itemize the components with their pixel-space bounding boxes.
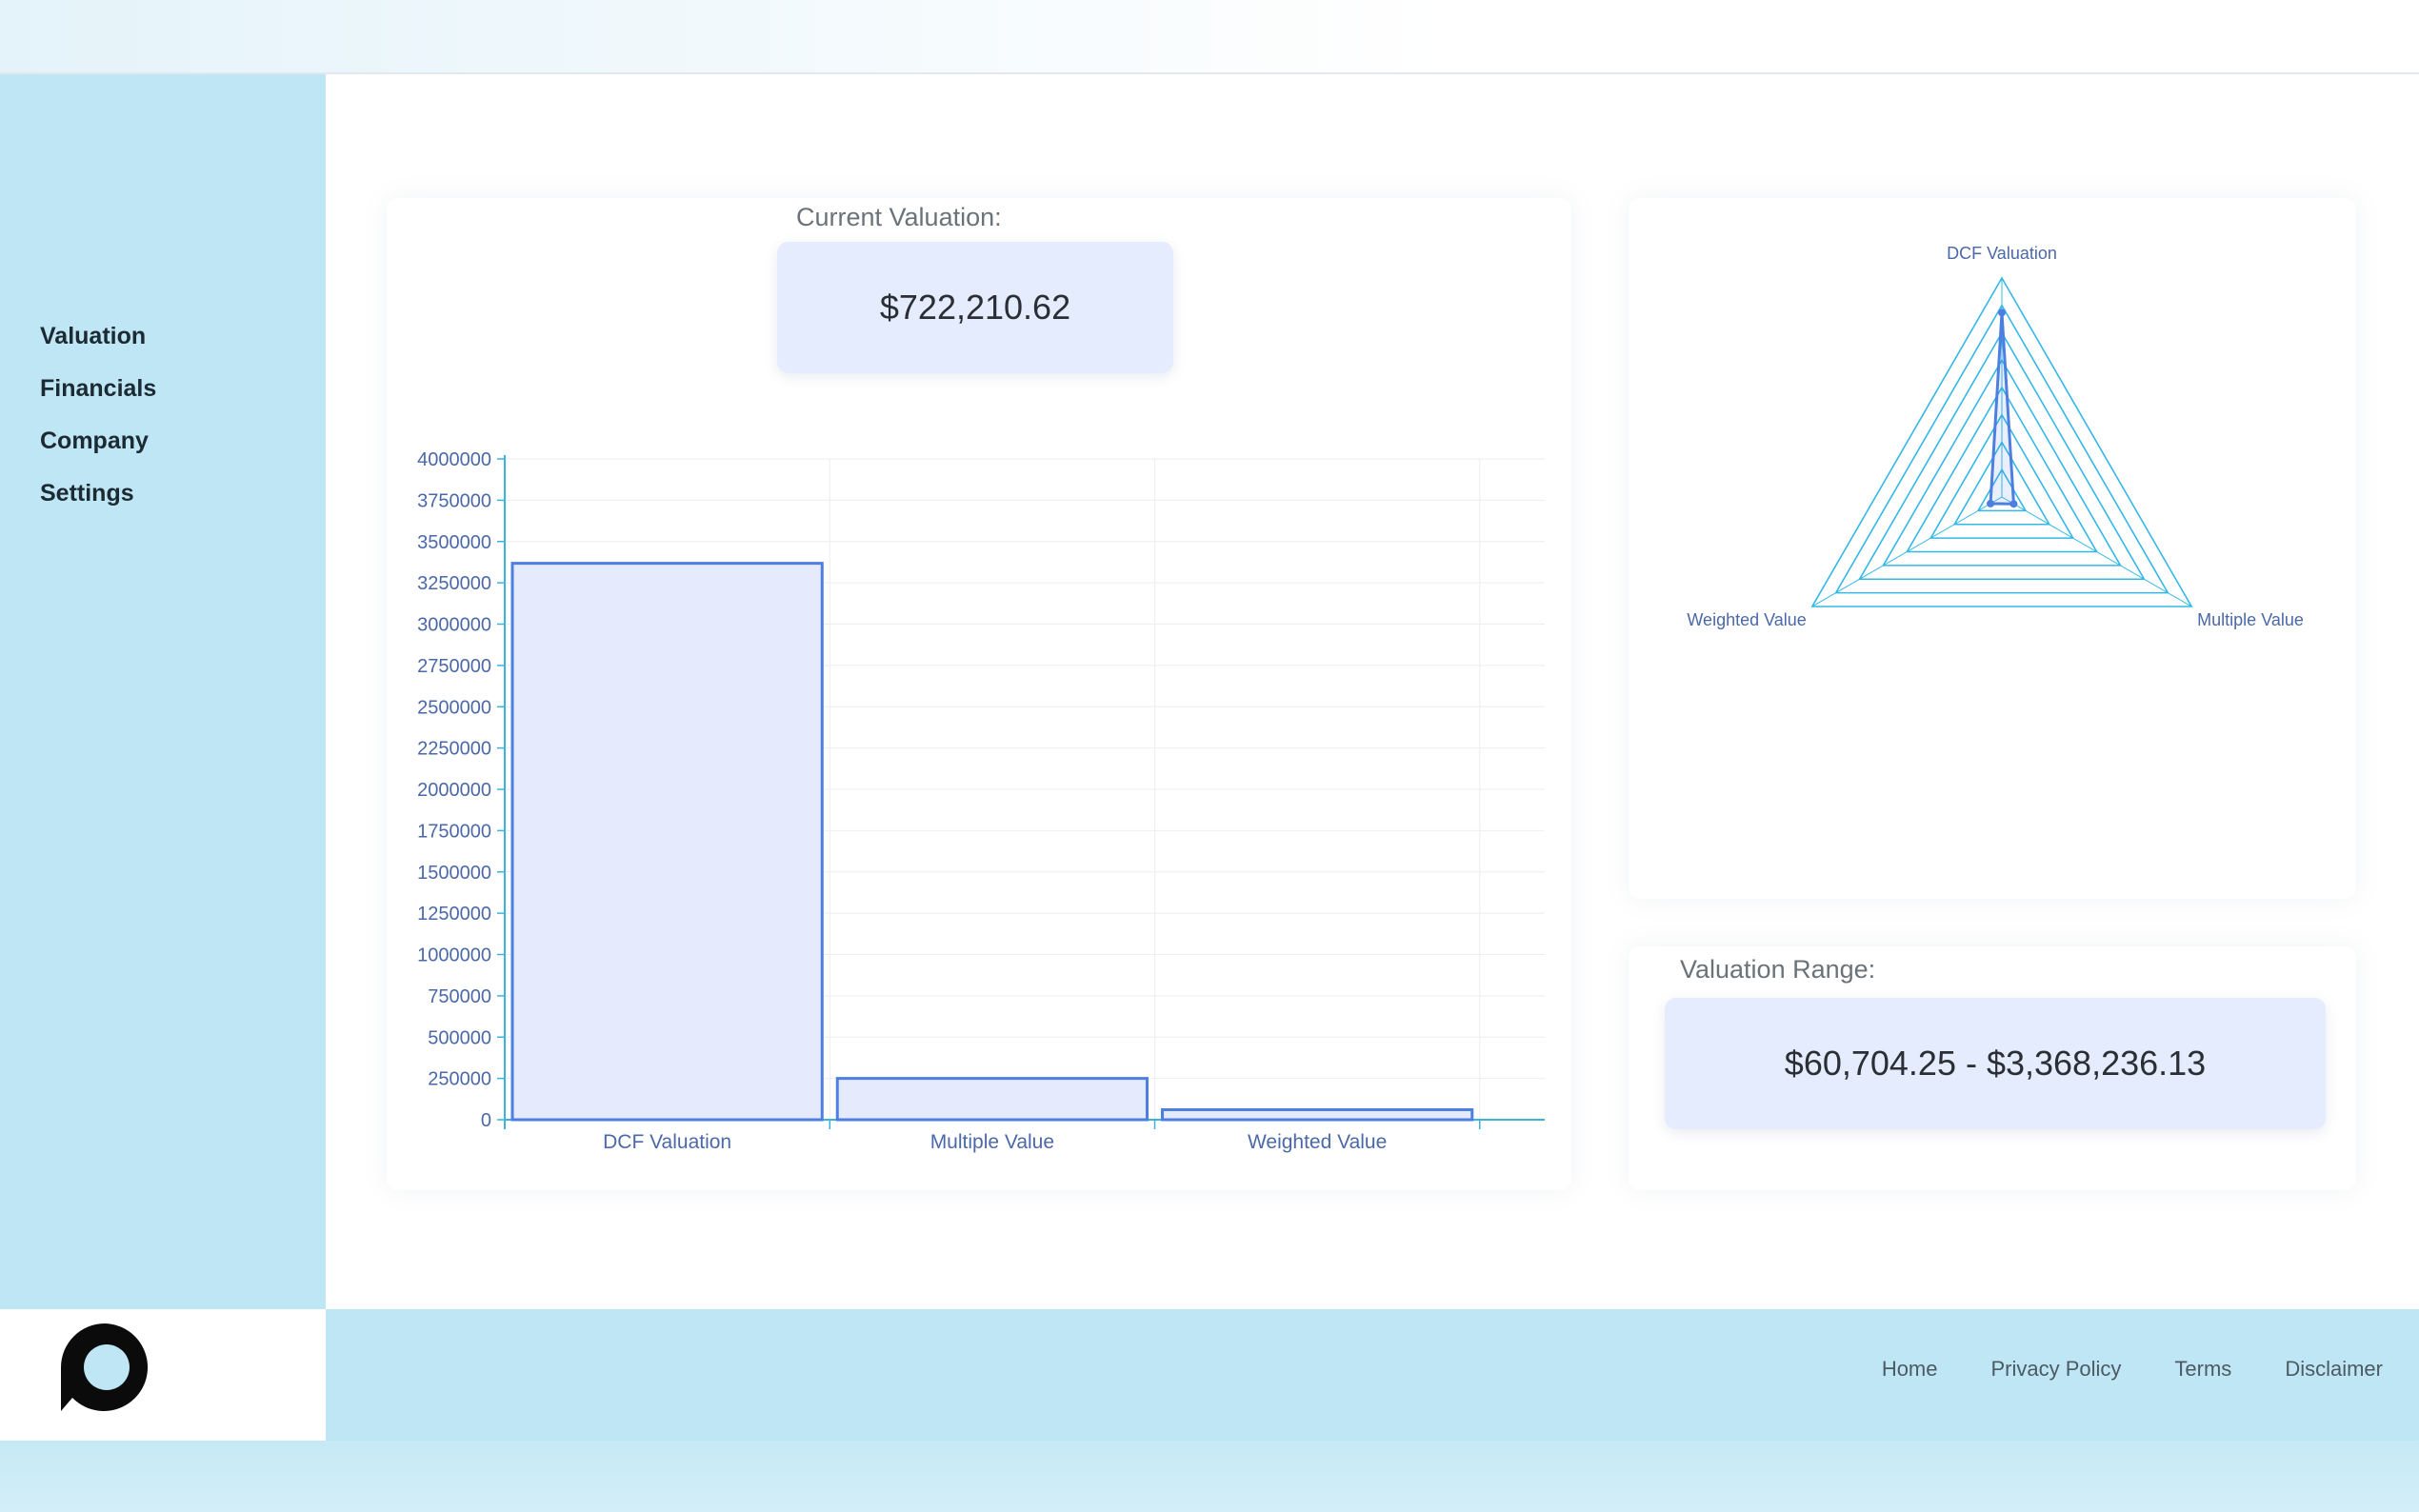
radar-point [2009,500,2018,508]
y-tick-label: 3250000 [417,573,491,594]
valuation-range-value: $60,704.25 - $3,368,236.13 [1665,998,2326,1129]
footer: Home Privacy Policy Terms Disclaimer [326,1309,2419,1441]
x-tick-label: Multiple Value [930,1131,1054,1153]
bar-chart: 0 250000 500000 750000 1000000 1250000 1500000… [417,449,1545,1153]
current-valuation-value: $722,210.62 [777,242,1173,373]
y-tick-label: 750000 [428,986,491,1007]
y-tick-label: 1250000 [417,904,491,925]
radar-spoke [1811,496,2003,607]
y-tick-label: 1500000 [417,863,491,884]
y-tick-label: 2000000 [417,780,491,801]
y-tick-label: 0 [481,1110,491,1131]
radar-spoke [2001,496,2192,607]
y-tick-label: 1000000 [417,945,491,966]
y-tick-label: 2750000 [417,656,491,677]
y-tick-label: 3000000 [417,615,491,636]
footer-links: Home Privacy Policy Terms Disclaimer [1882,1357,2383,1382]
y-tick-label: 250000 [428,1069,491,1090]
valuation-range-label: Valuation Range: [1680,955,1876,984]
radar-axis-label: Multiple Value [2197,610,2304,629]
current-valuation-label: Current Valuation: [796,203,1002,231]
bottom-strip [0,1441,2419,1512]
sidebar-item-valuation[interactable]: Valuation [40,323,147,349]
x-tick-label: Weighted Value [1248,1131,1387,1153]
radar-grid-ring [1834,304,2169,594]
footer-link-disclaimer[interactable]: Disclaimer [2285,1357,2383,1381]
sidebar-item-financials[interactable]: Financials [40,375,157,402]
bar-multiple-value [835,1077,1149,1122]
radar-axis-label: Weighted Value [1687,610,1806,629]
top-bar [0,0,2419,74]
y-tick-label: 500000 [428,1027,491,1048]
bar-weighted-value [1161,1107,1474,1122]
radar-axis-label: DCF Valuation [1947,244,2057,263]
valuation-range-card: Valuation Range: $60,704.25 - $3,368,236… [1629,946,2356,1190]
y-tick-label: 2250000 [417,739,491,760]
chat-bubble-logo-icon[interactable] [59,1322,150,1413]
radar-point [1998,308,2006,317]
radar-grid-ring [1810,276,2193,607]
sidebar-nav: Valuation Financials Company Settings [40,320,156,529]
x-tick-label: DCF Valuation [603,1131,731,1153]
footer-link-home[interactable]: Home [1881,1357,1938,1381]
y-tick-label: 3500000 [417,532,491,553]
radar-grid-ring [1952,440,2051,526]
y-tick-label: 2500000 [417,697,491,718]
y-tick-label: 3750000 [417,490,491,511]
footer-link-privacy-policy[interactable]: Privacy Policy [1990,1357,2122,1381]
radar-series-area [1989,312,2016,506]
footer-link-terms[interactable]: Terms [2174,1357,2232,1381]
bar-dcf-valuation [510,562,824,1122]
y-tick-label: 4000000 [417,449,491,470]
radar-point [1987,499,1995,507]
valuation-chart-card: Current Valuation: $722,210.62 0 250000 50… [387,198,1571,1190]
radar-chart-card: DCF Valuation Multiple Value Weighted Valu… [1629,198,2356,899]
radar-grid-ring [1929,413,2075,539]
radar-grid-ring [1858,330,2146,581]
radar-grid-ring [1906,386,2098,553]
radar-grid-ring [1882,358,2122,567]
y-tick-label: 1750000 [417,821,491,842]
sidebar: Valuation Financials Company Settings [0,74,326,1309]
radar-chart: DCF Valuation Multiple Value Weighted Valu… [1687,244,2304,629]
sidebar-item-company[interactable]: Company [40,428,149,454]
sidebar-item-settings[interactable]: Settings [40,480,134,507]
